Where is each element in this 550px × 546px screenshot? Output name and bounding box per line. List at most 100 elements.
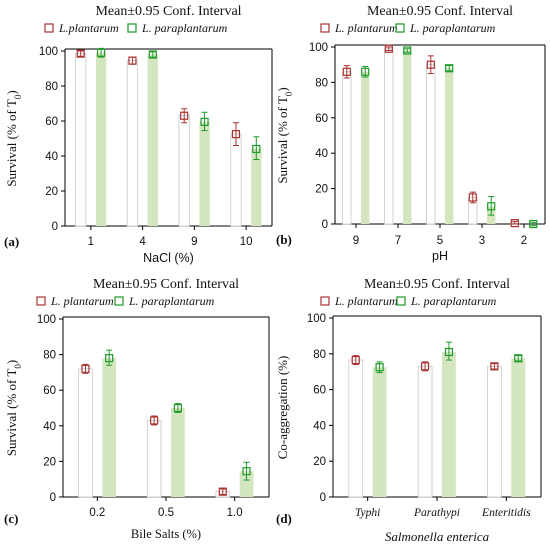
bar-paraplantarum — [403, 50, 412, 224]
bar-plantarum — [78, 368, 93, 498]
bar-paraplantarum — [95, 52, 107, 226]
mean-marker-paraplantarum — [487, 202, 496, 211]
mean-marker-plantarum — [384, 44, 393, 53]
y-tick-label: 60 — [315, 113, 328, 125]
mean-marker-paraplantarum — [242, 467, 251, 476]
legend-entry: L. plantarum — [334, 21, 398, 35]
x-axis-label: Bile Salts (%) — [131, 527, 201, 541]
y-tick-label: 20 — [43, 456, 56, 468]
y-tick-label: 100 — [37, 314, 56, 326]
mean-marker-plantarum — [510, 219, 519, 228]
chart-panel-1: Mean±0.95 Conf. Interval L.plantarum L. pa… — [4, 4, 273, 265]
x-tick-label: 9 — [191, 236, 197, 248]
legend-marker — [320, 23, 330, 33]
bar-plantarum — [146, 420, 162, 498]
x-axis-label: NaCl (%) — [143, 251, 194, 265]
legend-entry: L.plantarum — [58, 21, 119, 35]
x-axis-label: pH — [432, 249, 448, 263]
mean-marker-plantarum — [468, 193, 477, 202]
bar-plantarum — [75, 53, 87, 227]
y-axis-label: Survival (% of T0) — [4, 360, 23, 456]
legend-entry: L. plantarum — [50, 294, 114, 308]
mean-marker-plantarum — [426, 60, 435, 69]
bar-plantarum — [126, 60, 139, 227]
legend-entry: L. paraplantarum — [409, 21, 496, 35]
x-tick-label: 4 — [139, 236, 146, 248]
x-tick-label: 0.5 — [158, 507, 174, 519]
legend: L. plantarum L. paraplantarum — [320, 294, 497, 308]
bar-plantarum — [384, 48, 394, 225]
mean-marker-paraplantarum — [529, 219, 538, 229]
mean-marker-plantarum — [351, 355, 360, 365]
panel-label: (c) — [4, 511, 18, 526]
mean-marker-plantarum — [81, 364, 90, 373]
chart-title: Mean±0.95 Conf. Interval — [364, 277, 510, 292]
mean-marker-plantarum — [180, 111, 189, 120]
legend-marker — [395, 23, 405, 33]
y-tick-label: 80 — [43, 350, 56, 362]
bar-plantarum — [342, 71, 352, 225]
bar-paraplantarum — [251, 149, 262, 226]
y-tick-label: 100 — [307, 313, 326, 325]
mean-marker-paraplantarum — [445, 64, 454, 73]
chart-title: Mean±0.95 Conf. Interval — [93, 277, 239, 292]
x-tick-label: 2 — [521, 235, 527, 247]
x-tick-label: 1 — [88, 236, 94, 248]
mean-marker-paraplantarum — [361, 67, 370, 76]
legend-marker — [114, 296, 124, 306]
mean-marker-plantarum — [150, 416, 159, 425]
x-axis-label: Salmonella enterica — [385, 529, 490, 544]
y-tick-label: 40 — [313, 420, 326, 432]
mean-marker-plantarum — [231, 130, 241, 139]
x-tick-label: 0.2 — [89, 507, 105, 519]
mean-marker-paraplantarum — [148, 50, 157, 59]
panel-label: (b) — [276, 232, 292, 247]
y-axis-label: Co-aggregation (%) — [275, 356, 290, 460]
legend-marker — [320, 296, 330, 306]
mean-marker-paraplantarum — [375, 363, 384, 372]
bar-plantarum — [348, 359, 364, 498]
mean-marker-plantarum — [490, 362, 499, 371]
y-tick-label: 0 — [322, 219, 328, 231]
y-tick-label: 20 — [315, 184, 328, 196]
legend: L. plantarum L. paraplantarum — [320, 21, 496, 35]
bar-paraplantarum — [511, 358, 526, 497]
y-tick-label: 60 — [43, 385, 56, 397]
y-tick-label: 40 — [315, 148, 328, 160]
bar-paraplantarum — [102, 358, 117, 497]
bar-paraplantarum — [147, 54, 158, 226]
legend-marker — [396, 296, 406, 306]
y-tick-label: 40 — [45, 151, 58, 163]
legend-marker — [44, 23, 54, 33]
x-tick-label: Enteritidis — [481, 507, 531, 519]
bar-plantarum — [178, 115, 190, 227]
legend-marker — [36, 296, 46, 306]
y-tick-label: 100 — [39, 46, 58, 58]
y-tick-label: 80 — [315, 77, 328, 89]
bar-paraplantarum — [199, 121, 210, 226]
bar-plantarum — [426, 64, 436, 225]
bar-paraplantarum — [361, 71, 370, 224]
y-axis-label: Survival (% of T0) — [4, 90, 23, 186]
y-tick-label: 80 — [45, 81, 58, 93]
bar-paraplantarum — [442, 352, 456, 497]
bar-paraplantarum — [239, 471, 254, 497]
y-axis-label: Survival (% of T0) — [275, 87, 294, 183]
mean-marker-paraplantarum — [252, 144, 261, 154]
x-tick-label: Typhi — [355, 507, 380, 519]
y-tick-label: 20 — [313, 456, 326, 468]
mean-marker-paraplantarum — [200, 117, 209, 126]
mean-marker-paraplantarum — [403, 46, 412, 55]
mean-marker-plantarum — [128, 56, 137, 65]
x-tick-label: 9 — [353, 235, 359, 247]
legend-entry: L. paraplantarum — [410, 294, 497, 308]
mean-marker-plantarum — [342, 67, 351, 76]
x-tick-label: Parathypi — [413, 507, 460, 519]
legend: L.plantarum L. paraplantarum — [44, 21, 228, 35]
mean-marker-paraplantarum — [96, 48, 106, 57]
mean-marker-paraplantarum — [173, 403, 182, 413]
x-tick-label: 3 — [479, 235, 485, 247]
